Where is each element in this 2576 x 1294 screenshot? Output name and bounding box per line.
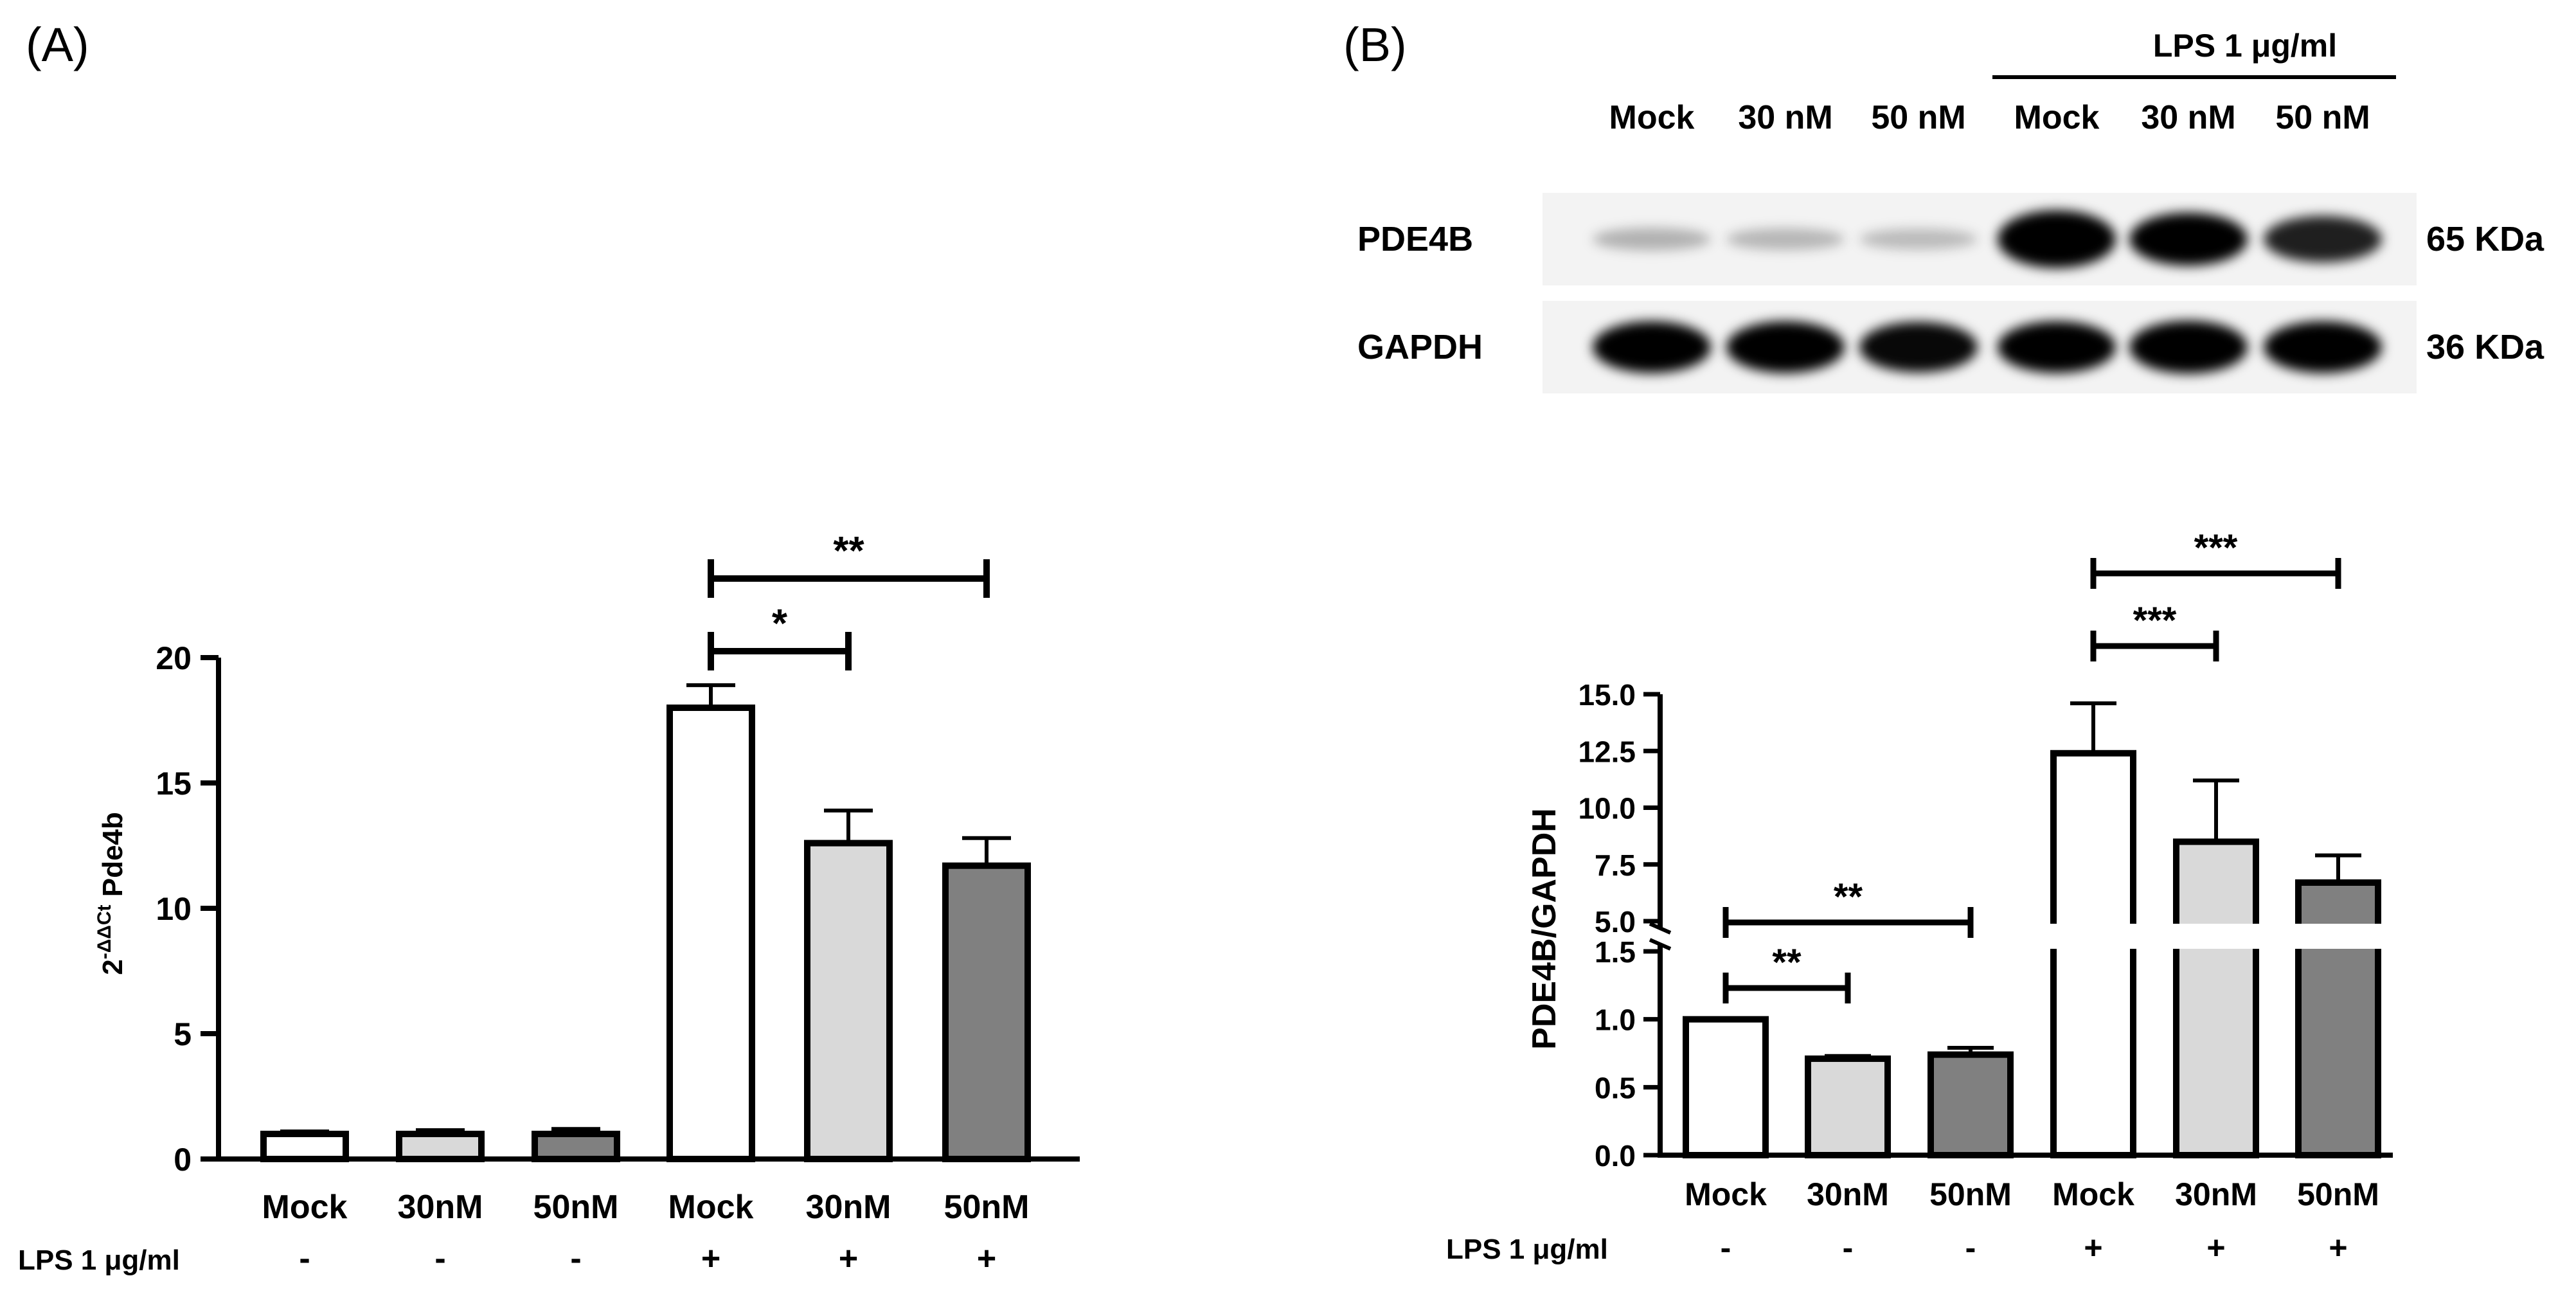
- chart-a-bar: [396, 1131, 485, 1162]
- blot-row-label: PDE4B: [1357, 220, 1473, 258]
- chart-b-treatment-sign: +: [2084, 1230, 2102, 1266]
- chart-b-bar: [2173, 838, 2259, 1158]
- blot-band: [1726, 321, 1845, 373]
- chart-a-x-tick-label: 50nM: [944, 1189, 1030, 1226]
- blot-band: [1593, 321, 1711, 373]
- chart-b-y-tick-label: 12.5: [1578, 735, 1636, 768]
- chart-a-y-tick-label: 0: [174, 1142, 192, 1178]
- chart-a-treatment-sign: -: [570, 1240, 581, 1277]
- blot-size-label: 36 KDa: [2426, 328, 2545, 366]
- chart-a-treatment-sign: +: [839, 1240, 858, 1277]
- blot-band: [2264, 215, 2382, 263]
- chart-b-y-tick-label: 15.0: [1578, 678, 1636, 712]
- western-blot: LPS 1 μg/ml Mock 30 nM 50 nM Mock 30 nM 50 nM…: [1357, 28, 2545, 393]
- blot-band: [1998, 321, 2116, 373]
- chart-b-x-tick-label: 30nM: [1807, 1176, 1889, 1212]
- chart-b-y-tick-label: 10.0: [1578, 792, 1636, 825]
- chart-b-y-tick-label: 0.0: [1595, 1139, 1636, 1173]
- chart-b-axis-break-gap: [2171, 924, 2261, 949]
- blot-lane-label: 30 nM: [2141, 99, 2235, 136]
- chart-b-x-tick-label: 50nM: [2297, 1176, 2379, 1212]
- chart-a-treatment-sign: +: [701, 1240, 720, 1277]
- chart-a-bar: [260, 1131, 349, 1162]
- blot-band: [2264, 321, 2382, 373]
- chart-b-bar: [1928, 1051, 2014, 1158]
- blot-size-label: 65 KDa: [2426, 220, 2545, 258]
- chart-a-y-tick-label: 20: [156, 640, 192, 676]
- chart-b-y-tick-label: 7.5: [1595, 849, 1636, 882]
- chart-b-axis-break-mark: [1649, 938, 1672, 951]
- chart-a-bar: [532, 1131, 620, 1162]
- chart-b-significance-label: ***: [2133, 600, 2177, 642]
- chart-b-bar: [1805, 1055, 1891, 1159]
- chart-a-y-axis-label: 2-ΔΔCt Pde4b: [94, 812, 129, 975]
- chart-a-x-tick-label: Mock: [262, 1189, 348, 1226]
- chart-a-significance-label: *: [772, 602, 788, 646]
- chart-b-x-tick-label: Mock: [2052, 1176, 2134, 1212]
- chart-b-axis-break-gap: [2048, 924, 2138, 949]
- blot-group-label: LPS 1 μg/ml: [2153, 28, 2337, 64]
- blot-band: [1859, 321, 1978, 373]
- blot-band: [1726, 228, 1845, 251]
- chart-b-significance-label: **: [1834, 876, 1863, 918]
- chart-b-bar: [1683, 1016, 1769, 1158]
- blot-band: [2129, 212, 2248, 266]
- chart-b-treatment-sign: -: [1965, 1230, 1976, 1266]
- chart-b-significance-label: ***: [2194, 527, 2238, 569]
- chart-a-bar: [666, 705, 755, 1162]
- chart-a: 2-ΔΔCt Pde4b LPS 1 μg/ml 0 5 10 15 20 Mock - 30…: [18, 529, 1080, 1277]
- blot-lane-label: Mock: [1609, 99, 1695, 136]
- blot-band: [1593, 228, 1711, 251]
- chart-b-y-tick-label: 0.5: [1595, 1071, 1636, 1104]
- chart-b-bar: [2295, 879, 2381, 1158]
- chart-a-treatment-sign: -: [434, 1240, 445, 1277]
- chart-a-treatment-label: LPS 1 μg/ml: [18, 1245, 180, 1276]
- chart-a-x-tick-label: 30nM: [398, 1189, 483, 1226]
- blot-lane-label: 50 nM: [2275, 99, 2370, 136]
- chart-a-treatment-sign: +: [977, 1240, 996, 1277]
- chart-b-y-axis-label: PDE4B/GAPDH: [1526, 808, 1563, 1050]
- blot-band: [2129, 320, 2248, 374]
- chart-a-bar: [804, 840, 893, 1162]
- blot-lane-label: Mock: [2014, 99, 2100, 136]
- chart-a-significance-label: **: [833, 529, 864, 573]
- chart-a-y-tick-label: 5: [174, 1016, 192, 1052]
- chart-b-x-tick-label: 30nM: [2175, 1176, 2257, 1212]
- chart-a-bar: [942, 862, 1031, 1162]
- blot-row-label: GAPDH: [1357, 328, 1483, 366]
- chart-b-significance-label: **: [1772, 942, 1802, 984]
- chart-a-treatment-sign: -: [299, 1240, 310, 1277]
- chart-b-bar: [2050, 750, 2136, 1158]
- blot-lane-label: 50 nM: [1871, 99, 1965, 136]
- chart-b-x-tick-label: 50nM: [1929, 1176, 2012, 1212]
- chart-a-x-tick-label: Mock: [668, 1189, 754, 1226]
- chart-b-axis-break-gap: [2293, 924, 2383, 949]
- panel-b-label: (B): [1343, 18, 1407, 71]
- chart-b-x-tick-label: Mock: [1685, 1176, 1767, 1212]
- chart-a-y-tick-label: 10: [156, 891, 192, 927]
- chart-b-treatment-sign: +: [2329, 1230, 2347, 1266]
- chart-b-treatment-label: LPS 1 μg/ml: [1446, 1234, 1608, 1265]
- panel-a-label: (A): [26, 18, 89, 71]
- chart-b-y-tick-label: 1.0: [1595, 1003, 1636, 1037]
- chart-a-x-tick-label: 30nM: [806, 1189, 891, 1226]
- chart-b-y-tick-label: 5.0: [1595, 905, 1636, 939]
- chart-b-y-tick-label: 1.5: [1595, 935, 1636, 969]
- chart-b: PDE4B/GAPDH LPS 1 μg/ml 0.0 0.5 1.0 1.55.0 7…: [1446, 527, 2393, 1266]
- chart-b-treatment-sign: -: [1721, 1230, 1731, 1266]
- blot-band: [1859, 228, 1978, 250]
- chart-b-treatment-sign: +: [2206, 1230, 2225, 1266]
- chart-a-x-tick-label: 50nM: [533, 1189, 619, 1226]
- blot-lane-label: 30 nM: [1738, 99, 1832, 136]
- chart-b-treatment-sign: -: [1843, 1230, 1854, 1266]
- chart-b-axis-break-mark: [1649, 922, 1672, 935]
- chart-a-y-tick-label: 15: [156, 766, 192, 802]
- blot-band: [1998, 210, 2116, 268]
